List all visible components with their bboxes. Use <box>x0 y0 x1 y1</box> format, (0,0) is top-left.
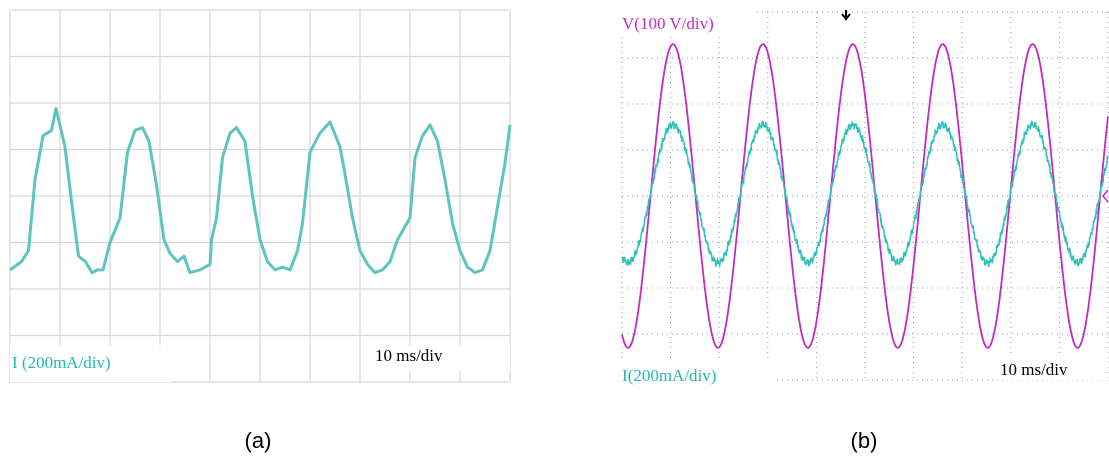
panel-b-voltage-label-box <box>620 10 755 34</box>
panel-b-plot <box>621 43 1109 349</box>
panel-b-current-label-box <box>620 362 775 386</box>
panel-a-time-box <box>370 345 510 371</box>
panel-a-label-box <box>10 345 172 382</box>
panel-b-current-label: I(200mA/div) <box>622 366 716 385</box>
voltage-trace-b <box>621 43 1109 349</box>
panel-b-voltage-label: V(100 V/div) <box>622 14 714 33</box>
panel-b: V(100 V/div) I(200mA/div) 10 ms/div (b) <box>620 10 1109 453</box>
panel-a-current-label: I (200mA/div) <box>12 353 111 372</box>
panel-a-grid <box>9 9 511 383</box>
panel-b-time-label: 10 ms/div <box>1000 360 1068 379</box>
panel-a-caption: (a) <box>245 428 272 453</box>
level-marker-icon <box>1102 189 1109 203</box>
panel-b-time-box <box>995 356 1108 380</box>
panel-a-plot <box>9 107 512 275</box>
panel-a: I (200mA/div) 10 ms/div (a) <box>9 9 512 453</box>
panel-b-screen <box>620 10 1108 385</box>
current-trace-b <box>621 120 1109 268</box>
panel-b-caption: (b) <box>851 428 878 453</box>
current-trace-a <box>9 107 512 275</box>
trigger-marker-icon <box>841 10 851 21</box>
panel-a-time-label: 10 ms/div <box>375 346 443 365</box>
